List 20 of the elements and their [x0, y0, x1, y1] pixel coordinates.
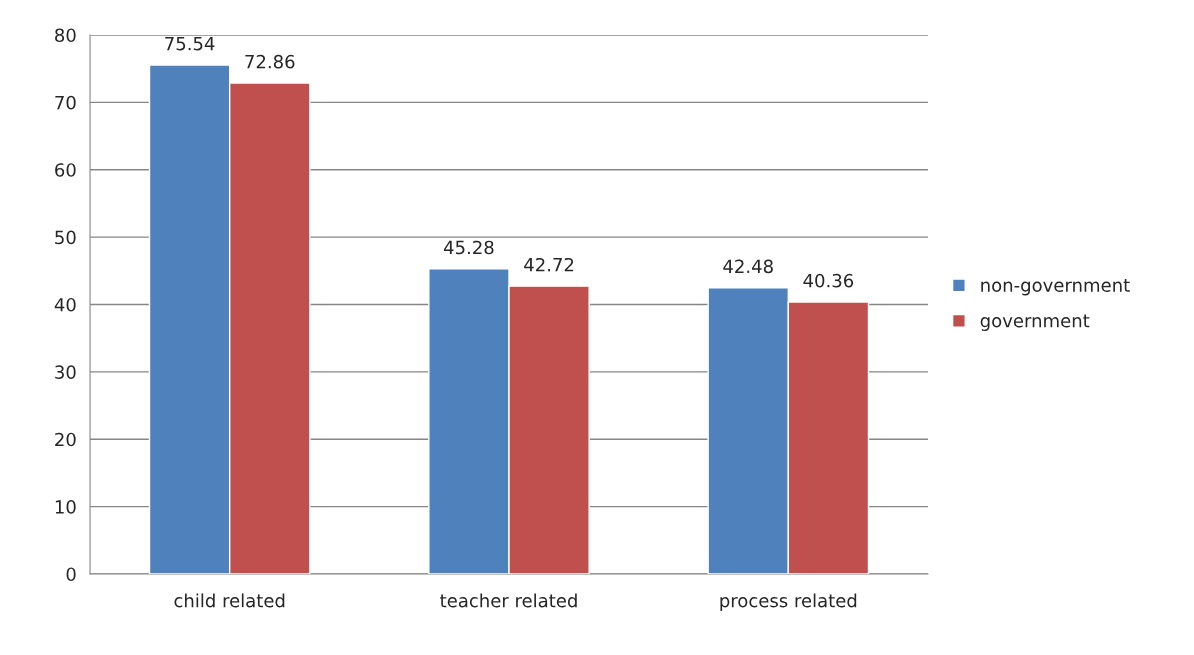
- data-label: 42.72: [524, 257, 574, 272]
- x-tick-label: teacher related: [440, 593, 577, 608]
- legend-label: non-government: [981, 279, 1130, 296]
- y-tick-label: 60: [55, 163, 76, 177]
- x-tick-label: process related: [720, 593, 857, 611]
- y-tick-label: 10: [55, 500, 76, 514]
- y-tick-label: 30: [55, 365, 76, 379]
- data-label: 75.54: [165, 37, 215, 51]
- data-label: 45.28: [443, 240, 494, 255]
- x-tick-label: child related: [174, 593, 285, 608]
- y-tick-label: 70: [55, 95, 76, 110]
- y-tick-label: 0: [66, 567, 76, 582]
- y-tick-label: 40: [54, 297, 76, 312]
- y-tick-label: 20: [55, 432, 76, 447]
- data-label: 42.48: [723, 259, 773, 274]
- legend-label: government: [980, 314, 1090, 331]
- data-label: 72.86: [245, 54, 295, 69]
- data-label: 40.36: [803, 273, 854, 288]
- y-tick-label: 80: [55, 28, 76, 43]
- y-tick-label: 50: [55, 230, 76, 245]
